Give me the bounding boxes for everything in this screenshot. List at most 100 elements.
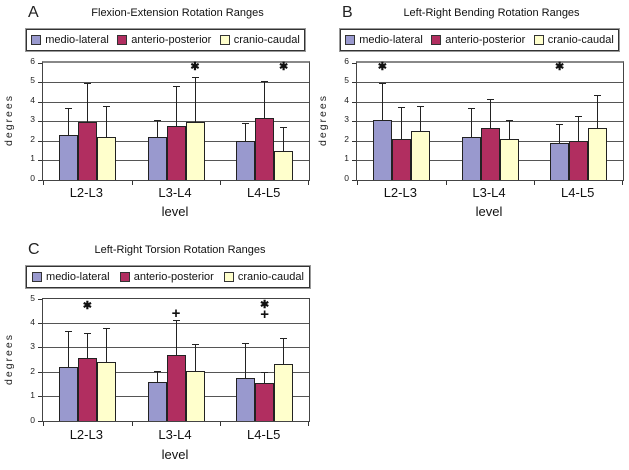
significance-marker: ✱ <box>190 60 200 73</box>
bar-medio-lateral <box>236 141 256 180</box>
error-bar <box>64 107 72 136</box>
error-bar <box>191 344 199 371</box>
chart-title: Left-Right Bending Rotation Ranges <box>403 7 580 19</box>
legend-label: anterio-posterior <box>133 271 214 283</box>
bar-medio-lateral <box>461 137 481 180</box>
error-bar <box>242 342 250 379</box>
y-axis-tick <box>38 322 42 324</box>
category-label: L2-L3 <box>69 427 103 442</box>
x-axis-tick <box>308 422 309 426</box>
y-axis-tick <box>38 121 42 122</box>
category-label: L4-L5 <box>247 427 281 442</box>
bar-cranio-caudal <box>410 131 430 180</box>
legend-swatch-medio-lateral <box>345 35 356 45</box>
y-tick-label: 6 <box>344 55 349 66</box>
y-tick-label: 5 <box>30 75 35 85</box>
category-label: L4-L5 <box>561 185 595 200</box>
y-tick-label: 3 <box>30 114 35 124</box>
y-axis-tick <box>38 371 42 373</box>
y-tick-labels: 0 1 2 3 4 5 6 <box>20 56 38 181</box>
legend-item-anterio-posterior: anterio-posterior <box>431 34 525 46</box>
x-axis-label: level <box>475 204 503 219</box>
bar-anterio-posterior <box>391 139 411 180</box>
legend-swatch-cranio-caudal <box>219 35 230 45</box>
gridline <box>43 82 309 83</box>
y-tick-label: 3 <box>30 341 35 352</box>
legend-item-anterio-posterior: anterio-posterior <box>119 271 214 283</box>
error-bar <box>172 86 180 127</box>
panel-letter-c: C <box>28 241 40 258</box>
error-bar <box>172 319 180 356</box>
legend-item-medio-lateral: medio-lateral <box>345 34 423 46</box>
bar-medio-lateral <box>236 378 256 421</box>
plot-area: ✱ + ✱ + <box>38 298 310 426</box>
y-tick-labels: 0 1 2 3 4 5 <box>20 293 38 423</box>
error-bar <box>280 338 288 364</box>
bar-anterio-posterior <box>255 383 275 421</box>
y-axis-label: degrees <box>316 93 329 146</box>
y-tick-label: 5 <box>30 292 35 303</box>
legend-swatch-anterio-posterior <box>117 35 128 45</box>
y-axis-tick <box>352 121 356 122</box>
category-label: L3-L4 <box>472 185 506 200</box>
error-bar <box>467 107 475 138</box>
bar-cranio-caudal <box>274 150 294 180</box>
error-bar <box>102 105 110 138</box>
bar-medio-lateral <box>58 367 78 421</box>
legend-item-cranio-caudal: cranio-caudal <box>533 34 614 46</box>
bar-cranio-caudal <box>96 362 116 421</box>
y-tick-label: 0 <box>30 172 35 183</box>
bar-medio-lateral <box>147 381 167 421</box>
y-axis-tick <box>352 140 356 142</box>
x-axis-tick <box>220 422 222 426</box>
significance-marker: ✱ <box>279 60 289 73</box>
x-axis-tick <box>43 422 44 426</box>
category-label: L2-L3 <box>69 185 103 200</box>
chart-left-right-torsion: C Left-Right Torsion Rotation Ranges med… <box>0 237 320 470</box>
error-bar <box>64 330 72 368</box>
significance-marker: ✱ <box>555 60 565 73</box>
y-axis-tick <box>38 420 42 422</box>
legend-item-cranio-caudal: cranio-caudal <box>219 34 300 46</box>
x-category-labels: L2-L3 L3-L4 L4-L5 <box>42 427 308 442</box>
bar-cranio-caudal <box>185 121 205 180</box>
error-bar <box>556 124 564 143</box>
x-category-labels: L2-L3 L3-L4 L4-L5 <box>356 185 622 200</box>
y-axis-tick <box>38 179 42 181</box>
error-bar <box>397 106 405 140</box>
y-axis-tick <box>38 347 42 349</box>
legend-item-medio-lateral: medio-lateral <box>32 271 110 283</box>
chart-title: Left-Right Torsion Rotation Ranges <box>94 244 266 256</box>
legend-swatch-medio-lateral <box>32 272 43 282</box>
bar-anterio-posterior <box>166 126 186 180</box>
x-category-labels: L2-L3 L3-L4 L4-L5 <box>42 185 308 200</box>
bar-anterio-posterior <box>77 357 97 421</box>
x-axis-tick <box>357 181 358 185</box>
legend-label: cranio-caudal <box>233 34 300 46</box>
legend-swatch-cranio-caudal <box>533 35 544 45</box>
y-tick-label: 2 <box>30 133 35 144</box>
x-axis-tick <box>131 181 133 185</box>
legend-label: anterio-posterior <box>131 34 212 46</box>
x-axis-label: level <box>161 204 189 219</box>
legend-label: medio-lateral <box>359 34 423 46</box>
y-axis-label: degrees <box>2 93 15 146</box>
bar-cranio-caudal <box>588 128 608 180</box>
legend-label: cranio-caudal <box>237 271 304 283</box>
legend-swatch-anterio-posterior <box>431 35 442 45</box>
error-bar <box>83 333 91 358</box>
bar-medio-lateral <box>58 135 78 180</box>
legend-label: medio-lateral <box>46 271 110 283</box>
bar-anterio-posterior <box>569 141 589 180</box>
error-bar <box>83 83 91 122</box>
x-axis-tick <box>131 422 133 426</box>
significance-marker: ✱ <box>377 60 387 73</box>
chart-left-right-bending: B Left-Right Bending Rotation Ranges med… <box>314 0 629 233</box>
error-bar <box>242 123 250 141</box>
y-axis-tick <box>352 62 356 64</box>
error-bar <box>416 105 424 132</box>
y-tick-label: 1 <box>30 153 35 163</box>
bar-cranio-caudal <box>96 137 116 180</box>
legend-swatch-medio-lateral <box>31 35 42 45</box>
